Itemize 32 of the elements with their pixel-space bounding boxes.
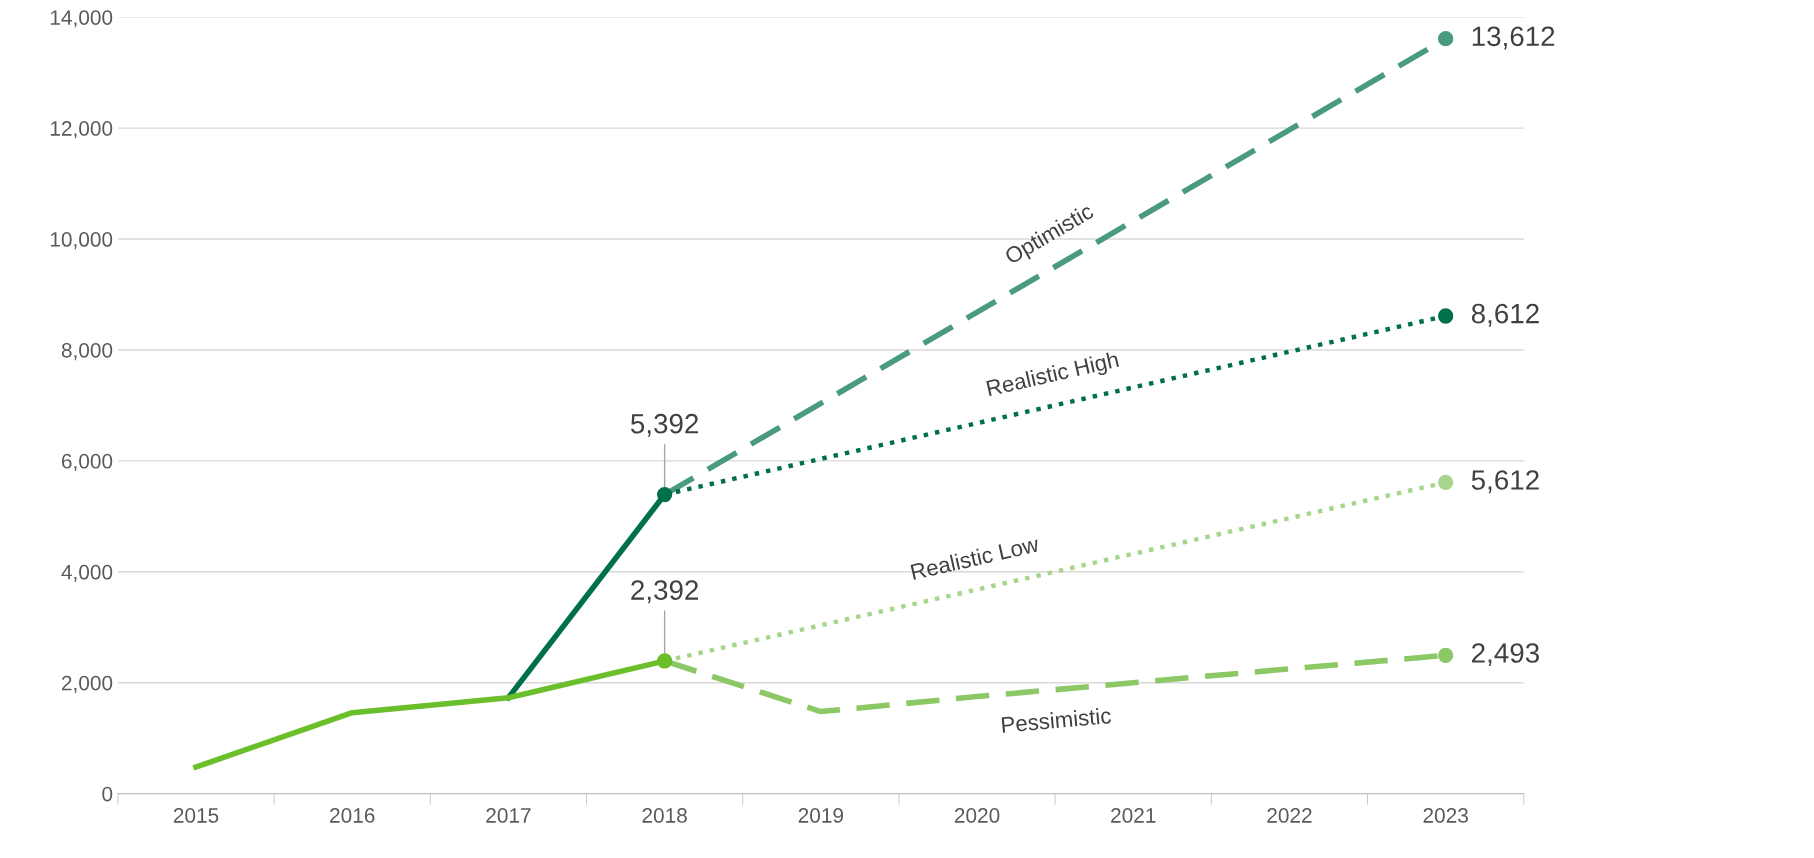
data-label: 2,493 — [1472, 643, 1539, 667]
point — [1438, 474, 1454, 491]
data-label: 5,392 — [630, 413, 698, 437]
point — [1438, 31, 1454, 47]
y-tick-label: 2,000 — [61, 675, 113, 693]
point — [656, 486, 673, 503]
y-tick-label: 6,000 — [61, 453, 113, 472]
x-tick-label: 2018 — [642, 808, 687, 823]
x-tick-label: 2017 — [486, 808, 531, 823]
y-tick-label: 8,000 — [61, 342, 113, 361]
y-tick-label: 0 — [102, 786, 113, 802]
data-label: 8,612 — [1471, 303, 1539, 327]
data-label: 5,612 — [1471, 470, 1539, 494]
data-label: 2,392 — [631, 580, 698, 604]
y-tick-label: 14,000 — [50, 10, 113, 28]
point — [656, 653, 673, 669]
y-tick-label: 10,000 — [50, 232, 113, 250]
y-tick-label: 4,000 — [61, 564, 113, 583]
y-tick-label: 12,000 — [50, 121, 113, 139]
x-tick-label: 2016 — [330, 808, 375, 823]
x-tick-label: 2015 — [173, 808, 219, 823]
text: Pessimistic — [1001, 707, 1112, 733]
x-tick-label: 2019 — [798, 808, 844, 823]
text: Realistic High — [986, 350, 1120, 401]
x-tick-label: 2022 — [1267, 808, 1312, 823]
x-tick-label: 2021 — [1111, 808, 1156, 823]
text: Realistic Low — [910, 535, 1040, 580]
point — [1438, 647, 1454, 664]
data-label: 13,612 — [1472, 26, 1555, 50]
x-tick-label: 2023 — [1423, 808, 1468, 823]
point — [1438, 308, 1454, 324]
x-tick-label: 2020 — [954, 808, 1000, 823]
